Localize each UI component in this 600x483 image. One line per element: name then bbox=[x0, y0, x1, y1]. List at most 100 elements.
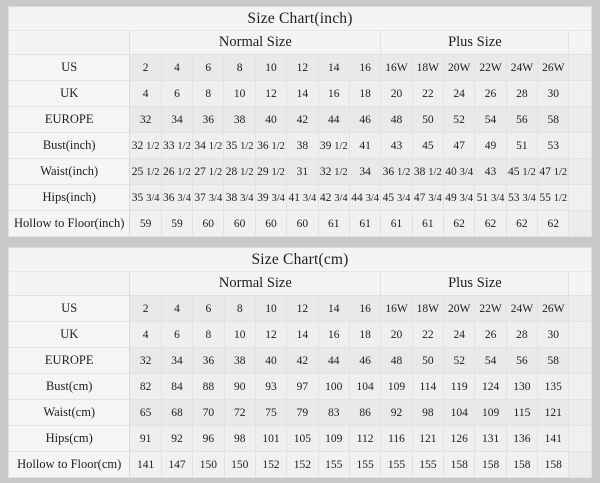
measurement-cell: 40 3/4 bbox=[442, 158, 476, 185]
measurement-cell: 22 bbox=[411, 80, 445, 107]
measurement-cell: 20W bbox=[442, 54, 476, 81]
chart-title: Size Chart(cm) bbox=[8, 247, 592, 272]
measurement-cell: 34 bbox=[160, 347, 194, 374]
table-row: UK 4 6 8 10 12 14 16 18 20 22 24 26 28 30 bbox=[7, 80, 592, 107]
measurement-cell: 34 1/2 bbox=[192, 132, 225, 159]
measurement-cell: 32 1/2 bbox=[129, 132, 162, 159]
measurement-cell: 52 bbox=[442, 106, 476, 133]
measurement-cell: 72 bbox=[223, 399, 256, 426]
measurement-cell: 104 bbox=[443, 399, 476, 426]
measurement-cell: 51 3/4 bbox=[474, 184, 507, 211]
table-row: Hollow to Floor(inch) 59 59 60 60 60 60 61 61 61 6… bbox=[7, 210, 592, 237]
chart-title-row: Size Chart(inch) bbox=[8, 6, 592, 31]
measurement-cell: 83 bbox=[317, 399, 350, 426]
measurement-cell: 61 bbox=[380, 210, 413, 237]
measurement-cell: 61 bbox=[411, 210, 445, 237]
measurement-cell: 121 bbox=[411, 425, 445, 452]
measurement-cell: 2 bbox=[129, 54, 162, 81]
measurement-cell: 22 bbox=[411, 321, 445, 348]
size-chart-inch-table: Size Chart(inch) Normal Size Plus Size US… bbox=[7, 6, 592, 237]
measurement-cell: 43 bbox=[380, 132, 413, 159]
section-header-normal-size: Normal Size bbox=[129, 271, 382, 296]
row-label: Hollow to Floor(cm) bbox=[7, 451, 131, 478]
table-row: EUROPE 32 34 36 38 40 42 44 46 48 50 52 54 56 58 bbox=[7, 106, 592, 133]
section-row-pad bbox=[568, 271, 592, 296]
measurement-cell: 37 3/4 bbox=[192, 184, 225, 211]
measurement-cell: 158 bbox=[443, 451, 476, 478]
measurement-cell: 24W bbox=[505, 295, 539, 322]
measurement-cell: 24 bbox=[442, 80, 476, 107]
row-label: Hips(cm) bbox=[7, 425, 131, 452]
measurement-cell: 158 bbox=[505, 451, 539, 478]
size-chart-cm-table: Size Chart(cm) Normal Size Plus Size US 2 4… bbox=[7, 247, 592, 478]
measurement-cell: 51 bbox=[505, 132, 539, 159]
measurement-cell: 62 bbox=[474, 210, 507, 237]
measurement-cell: 18 bbox=[348, 80, 382, 107]
measurement-cell: 49 bbox=[474, 132, 507, 159]
row-pad-cell bbox=[568, 399, 592, 426]
measurement-cell: 60 bbox=[223, 210, 256, 237]
size-chart-inch-block: Size Chart(inch) Normal Size Plus Size US… bbox=[7, 6, 592, 237]
measurement-cell: 84 bbox=[160, 373, 194, 400]
measurement-cell: 30 bbox=[537, 321, 570, 348]
measurement-cell: 68 bbox=[160, 399, 194, 426]
measurement-cell: 54 bbox=[474, 106, 507, 133]
measurement-cell: 50 bbox=[411, 106, 445, 133]
measurement-cell: 18W bbox=[411, 54, 445, 81]
row-label: Hollow to Floor(inch) bbox=[7, 210, 131, 237]
row-label: Bust(cm) bbox=[7, 373, 131, 400]
table-row: Bust(inch) 32 1/2 33 1/2 34 1/2 35 1/2 36 1/2… bbox=[7, 132, 592, 159]
measurement-cell: 152 bbox=[254, 451, 288, 478]
measurement-cell: 39 3/4 bbox=[254, 184, 288, 211]
measurement-cell: 36 3/4 bbox=[160, 184, 194, 211]
measurement-cell: 36 1/2 bbox=[380, 158, 413, 185]
measurement-cell: 49 3/4 bbox=[442, 184, 476, 211]
measurement-cell: 12 bbox=[254, 321, 288, 348]
measurement-cell: 50 bbox=[411, 347, 445, 374]
measurement-cell: 53 bbox=[537, 132, 570, 159]
measurement-cell: 59 bbox=[129, 210, 162, 237]
measurement-cell: 45 bbox=[411, 132, 445, 159]
measurement-cell: 158 bbox=[474, 451, 507, 478]
chart-section-row: Normal Size Plus Size bbox=[7, 30, 592, 55]
measurement-cell: 44 bbox=[317, 347, 350, 374]
measurement-cell: 41 bbox=[348, 132, 382, 159]
measurement-cell: 45 1/2 bbox=[505, 158, 539, 185]
measurement-cell: 47 3/4 bbox=[411, 184, 445, 211]
measurement-cell: 24W bbox=[505, 54, 539, 81]
measurement-cell: 16W bbox=[380, 54, 413, 81]
measurement-cell: 16 bbox=[348, 54, 382, 81]
measurement-cell: 150 bbox=[192, 451, 225, 478]
chart-title: Size Chart(inch) bbox=[8, 6, 592, 31]
measurement-cell: 18W bbox=[411, 295, 445, 322]
measurement-cell: 141 bbox=[129, 451, 162, 478]
measurement-cell: 14 bbox=[286, 80, 319, 107]
measurement-cell: 86 bbox=[348, 399, 382, 426]
measurement-cell: 4 bbox=[129, 80, 162, 107]
measurement-cell: 26W bbox=[537, 54, 570, 81]
row-label: EUROPE bbox=[7, 106, 131, 133]
measurement-cell: 14 bbox=[286, 321, 319, 348]
size-chart-inch-body: Size Chart(inch) Normal Size Plus Size US… bbox=[7, 6, 592, 237]
measurement-cell: 109 bbox=[474, 399, 507, 426]
measurement-cell: 6 bbox=[192, 54, 225, 81]
measurement-cell: 38 bbox=[223, 106, 256, 133]
measurement-cell: 26 1/2 bbox=[160, 158, 194, 185]
size-chart-cm-body: Size Chart(cm) Normal Size Plus Size US 2 4… bbox=[7, 247, 592, 478]
measurement-cell: 155 bbox=[317, 451, 350, 478]
row-label: UK bbox=[7, 80, 131, 107]
row-pad-cell bbox=[568, 210, 592, 237]
measurement-cell: 6 bbox=[160, 321, 194, 348]
measurement-cell: 48 bbox=[380, 106, 413, 133]
measurement-cell: 112 bbox=[348, 425, 382, 452]
measurement-cell: 27 1/2 bbox=[192, 158, 225, 185]
measurement-cell: 16 bbox=[317, 321, 350, 348]
measurement-cell: 20 bbox=[380, 80, 413, 107]
measurement-cell: 53 3/4 bbox=[505, 184, 539, 211]
measurement-cell: 28 bbox=[505, 321, 539, 348]
measurement-cell: 114 bbox=[411, 373, 445, 400]
measurement-cell: 97 bbox=[286, 373, 319, 400]
measurement-cell: 126 bbox=[443, 425, 476, 452]
measurement-cell: 41 3/4 bbox=[286, 184, 319, 211]
measurement-cell: 91 bbox=[129, 425, 162, 452]
